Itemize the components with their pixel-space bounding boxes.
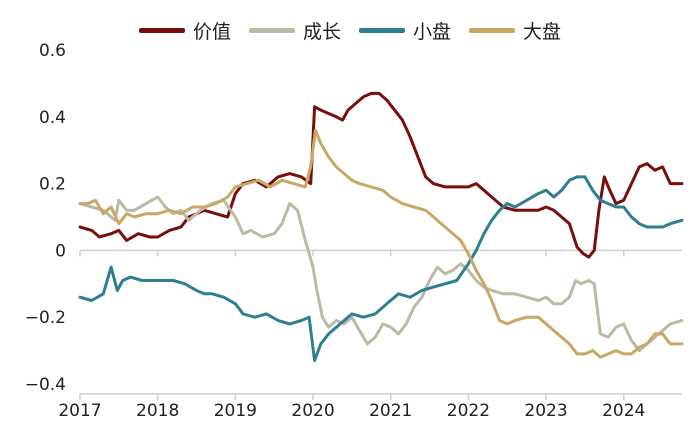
series-line-value — [78, 91, 684, 259]
x-tick-label: 2023 — [524, 401, 567, 421]
series-line-small-cap — [78, 175, 684, 363]
y-tick-label: 0 — [55, 241, 66, 261]
x-axis: 2017 2018 2019 2020 2021 2022 2023 2024 — [58, 393, 682, 421]
legend-swatch-value — [138, 27, 185, 33]
y-tick-label: −0.2 — [25, 308, 66, 328]
series-lines — [78, 91, 684, 363]
y-axis-ticks: 0.6 0.4 0.2 0 −0.2 −0.4 — [25, 41, 66, 395]
legend: 价值 成长 小盘 大盘 — [0, 16, 700, 44]
series-line-growth — [78, 195, 684, 353]
legend-label-small-cap: 小盘 — [413, 20, 452, 43]
legend-label-large-cap: 大盘 — [523, 20, 562, 43]
x-tick-label: 2018 — [136, 401, 179, 421]
legend-item-large-cap[interactable]: 大盘 — [469, 17, 561, 44]
x-tick-label: 2022 — [447, 401, 490, 421]
legend-swatch-small-cap — [359, 27, 405, 33]
x-tick-label: 2024 — [602, 401, 645, 421]
legend-swatch-growth — [248, 27, 295, 33]
x-tick-label: 2019 — [214, 401, 257, 421]
legend-label-growth: 成长 — [302, 20, 341, 43]
y-tick-label: 0.2 — [39, 175, 66, 195]
y-tick-label: −0.4 — [25, 375, 66, 395]
y-tick-label: 0.6 — [39, 41, 66, 61]
legend-item-value[interactable]: 价值 — [138, 17, 231, 44]
legend-item-growth[interactable]: 成长 — [248, 17, 341, 44]
legend-label-value: 价值 — [192, 20, 231, 43]
series-line-large-cap — [78, 128, 684, 359]
legend-item-small-cap[interactable]: 小盘 — [359, 17, 451, 44]
y-tick-label: 0.4 — [39, 108, 66, 128]
x-tick-label: 2017 — [58, 401, 101, 421]
legend-swatch-large-cap — [469, 27, 516, 33]
x-tick-label: 2020 — [291, 401, 334, 421]
x-tick-label: 2021 — [369, 401, 412, 421]
